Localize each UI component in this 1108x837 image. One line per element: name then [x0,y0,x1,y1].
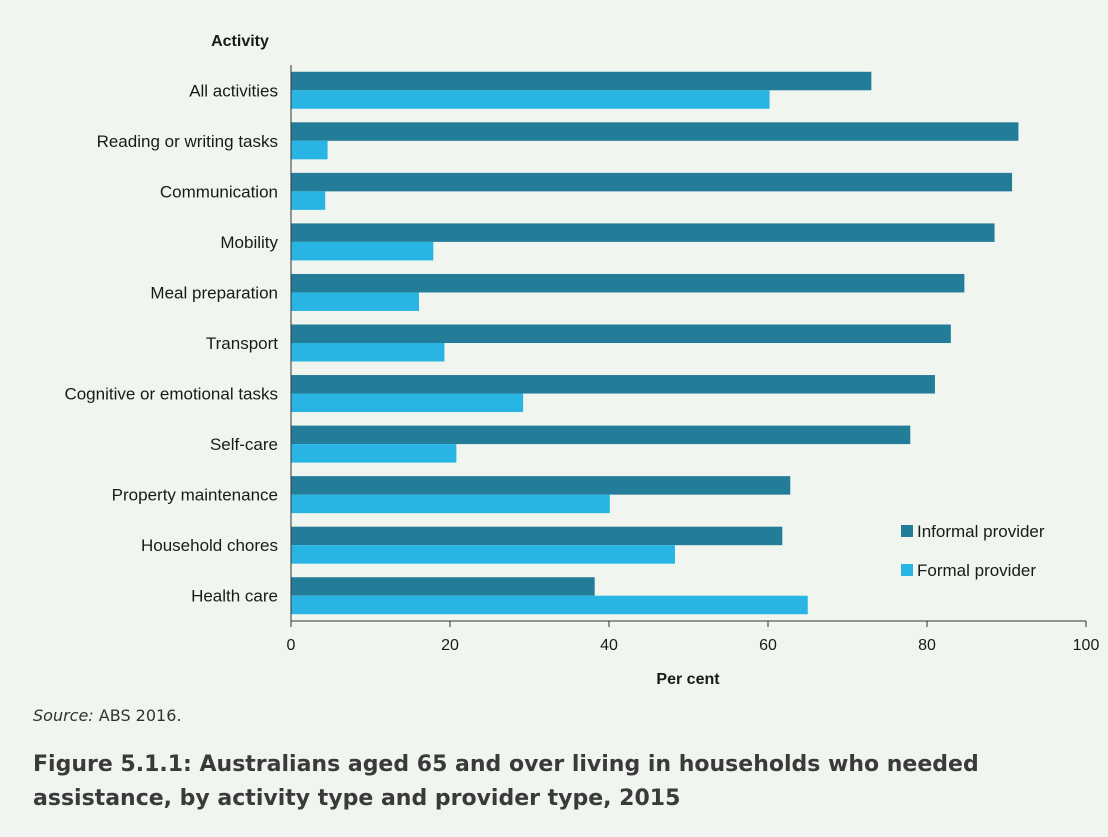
category-label: All activities [189,81,278,100]
bar-formal-5 [291,343,445,362]
category-label: Communication [160,182,278,201]
bar-formal-6 [291,393,524,413]
category-label: Transport [206,334,278,353]
category-label: Cognitive or emotional tasks [64,385,278,404]
bar-informal-4 [291,273,965,293]
category-label: Property maintenance [112,486,278,505]
x-tick-label: 0 [287,637,296,654]
bar-formal-8 [291,494,610,514]
bar-informal-3 [291,223,995,242]
figure-caption: Figure 5.1.1: Australians aged 65 and ov… [33,752,979,811]
x-tick-label: 40 [600,637,618,654]
bar-formal-1 [291,140,328,160]
x-axis-title: Per cent [656,671,720,688]
category-label: Self-care [210,435,278,454]
legend: Informal provider Formal provider [901,522,1045,580]
bar-chart: Activity All activities Reading or writin… [64,33,1099,688]
legend-swatch-informal [901,525,913,537]
bar-informal-9 [291,526,783,546]
category-label: Mobility [220,233,278,252]
y-axis-title: Activity [211,33,269,50]
source-text: ABS 2016. [98,706,182,725]
bar-informal-6 [291,375,935,394]
bar-informal-1 [291,122,1019,141]
legend-swatch-formal [901,564,913,576]
x-tick-label: 60 [759,637,777,654]
bar-informal-2 [291,172,1013,192]
x-tick-label: 100 [1073,637,1100,654]
plot-area: All activities Reading or writing tasks Co… [64,65,1099,654]
bar-formal-7 [291,444,457,463]
category-label: Household chores [141,536,278,555]
x-tick-label: 20 [441,637,459,654]
legend-label-informal: Informal provider [917,522,1045,541]
bar-formal-3 [291,241,434,261]
bar-formal-0 [291,90,770,109]
bar-formal-9 [291,545,675,564]
bar-informal-7 [291,425,911,445]
bar-formal-4 [291,292,419,311]
category-label: Health care [191,587,278,606]
category-label: Reading or writing tasks [97,132,278,151]
bar-formal-2 [291,191,326,210]
bar-informal-5 [291,324,951,343]
x-tick-label: 80 [918,637,936,654]
bar-informal-0 [291,71,872,91]
category-label: Meal preparation [150,283,278,302]
bar-informal-8 [291,476,791,495]
source-label: Source: [33,706,94,725]
bar-formal-10 [291,595,808,615]
source-note: Source: ABS 2016. [33,706,181,725]
legend-label-formal: Formal provider [917,561,1036,580]
bar-informal-10 [291,577,595,596]
